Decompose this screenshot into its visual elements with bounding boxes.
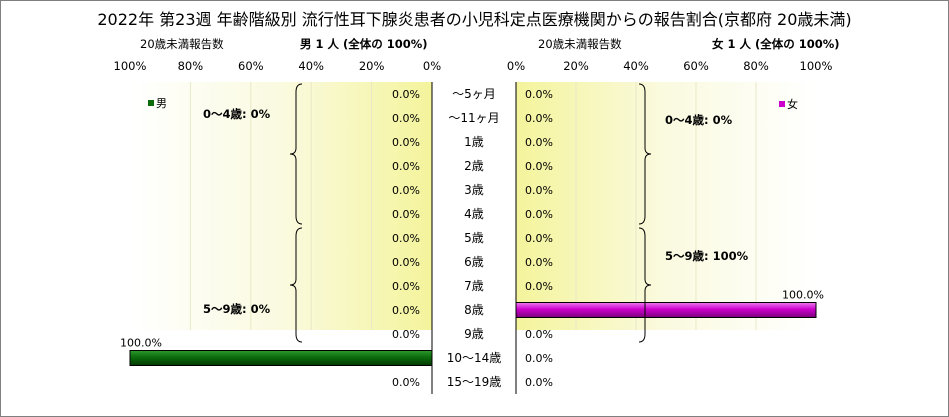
female-x-tick-label: 100% — [800, 59, 833, 73]
female-x-tick-label: 40% — [623, 59, 649, 73]
age-category-label: 2歳 — [464, 159, 484, 173]
female-data-label: 0.0% — [525, 208, 553, 221]
female-data-label: 0.0% — [525, 88, 553, 101]
female-data-label: 0.0% — [525, 352, 553, 365]
female-brace-0-4 — [638, 83, 652, 225]
female-plot-area — [516, 82, 816, 330]
age-category-label: ～11ヶ月 — [448, 111, 499, 125]
female-data-label: 0.0% — [525, 328, 553, 341]
female-data-label: 100.0% — [782, 289, 824, 302]
female-legend-swatch — [779, 101, 785, 107]
male-data-label: 100.0% — [120, 337, 162, 350]
female-subtitle-label: 20歳未満報告数 — [538, 37, 622, 51]
female-data-label: 0.0% — [525, 232, 553, 245]
male-bar — [129, 350, 433, 366]
age-category-label: 15～19歳 — [447, 375, 502, 389]
male-x-tick-label: 40% — [298, 59, 324, 73]
age-category-label: 10～14歳 — [447, 351, 502, 365]
age-category-label: 5歳 — [464, 231, 484, 245]
female-x-tick-label: 60% — [683, 59, 709, 73]
male-x-tick-label: 20% — [359, 59, 385, 73]
male-data-label: 0.0% — [392, 256, 420, 269]
age-category-label: ～5ヶ月 — [452, 87, 496, 101]
female-annotation-5-9: 5～9歳: 100% — [665, 249, 749, 263]
age-category-label: 4歳 — [464, 207, 484, 221]
male-legend-swatch — [148, 100, 154, 106]
age-category-label: 6歳 — [464, 255, 484, 269]
male-annotation-0-4: 0～4歳: 0% — [203, 107, 271, 121]
female-bar — [515, 302, 817, 318]
female-subtitle-count: 女 1 人 (全体の 100%) — [712, 37, 840, 51]
age-category-label: 1歳 — [464, 135, 484, 149]
male-subtitle-label: 20歳未満報告数 — [140, 37, 224, 51]
male-brace-5-9 — [289, 227, 303, 343]
female-data-label: 0.0% — [525, 112, 553, 125]
female-data-label: 0.0% — [525, 280, 553, 293]
male-x-tick-label: 60% — [238, 59, 264, 73]
chart-title: 2022年 第23週 年齢階級別 流行性耳下腺炎患者の小児科定点医療機関からの報… — [97, 10, 852, 29]
male-data-label: 0.0% — [392, 208, 420, 221]
age-category-label: 3歳 — [464, 183, 484, 197]
male-data-label: 0.0% — [392, 376, 420, 389]
female-data-label: 0.0% — [525, 160, 553, 173]
female-data-label: 0.0% — [525, 136, 553, 149]
male-subtitle-count: 男 1 人 (全体の 100%) — [300, 37, 428, 51]
male-legend-label: 男 — [156, 97, 167, 110]
male-x-tick-label: 100% — [114, 59, 147, 73]
female-legend-label: 女 — [787, 97, 798, 111]
male-data-label: 0.0% — [392, 160, 420, 173]
age-category-label: 8歳 — [464, 303, 484, 317]
female-data-label: 0.0% — [525, 184, 553, 197]
male-data-label: 0.0% — [392, 328, 420, 341]
male-data-label: 0.0% — [392, 232, 420, 245]
male-data-label: 0.0% — [392, 136, 420, 149]
male-plot-area — [130, 82, 432, 330]
female-x-tick-label: 20% — [563, 59, 589, 73]
male-data-label: 0.0% — [392, 304, 420, 317]
female-data-label: 0.0% — [525, 256, 553, 269]
age-category-label: 9歳 — [464, 327, 484, 341]
female-x-tick-label: 0% — [507, 59, 525, 73]
male-brace-0-4 — [289, 83, 303, 225]
age-category-label: 7歳 — [464, 279, 484, 293]
female-x-tick-label: 80% — [743, 59, 769, 73]
male-data-label: 0.0% — [392, 184, 420, 197]
male-annotation-5-9: 5～9歳: 0% — [203, 302, 271, 316]
male-x-tick-label: 80% — [178, 59, 204, 73]
male-data-label: 0.0% — [392, 112, 420, 125]
male-data-label: 0.0% — [392, 280, 420, 293]
female-data-label: 0.0% — [525, 376, 553, 389]
female-brace-5-9 — [638, 227, 652, 343]
female-annotation-0-4: 0～4歳: 0% — [665, 113, 733, 127]
male-data-label: 0.0% — [392, 88, 420, 101]
male-x-tick-label: 0% — [423, 59, 441, 73]
